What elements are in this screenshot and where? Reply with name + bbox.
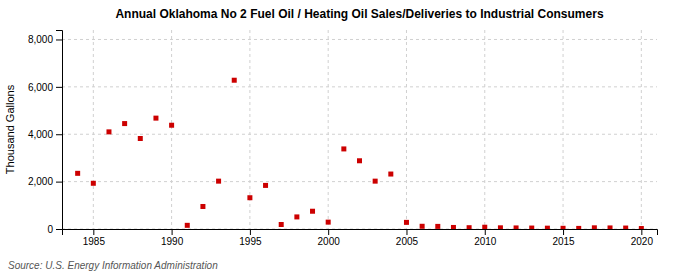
grid-line-x <box>484 30 485 229</box>
tick: 4,000 <box>28 129 62 140</box>
point <box>122 121 127 126</box>
tick-label: 2020 <box>631 236 654 247</box>
point <box>514 225 519 229</box>
tick: 0 <box>47 224 62 235</box>
grid-line-x <box>93 30 94 229</box>
point <box>263 183 268 188</box>
tick: 2005 <box>396 229 419 247</box>
x-axis: 1985 1990 1995 2000 2005 2010 2015 2020 <box>63 229 658 247</box>
tick-label: 1985 <box>83 236 106 247</box>
tick-label: 1995 <box>239 236 262 247</box>
tick-label: 6,000 <box>28 82 53 93</box>
grid-line-x <box>328 30 329 229</box>
tick-mark <box>93 229 94 235</box>
point <box>435 224 440 229</box>
point <box>529 226 534 229</box>
tick-mark <box>172 229 173 235</box>
grid-line-x <box>406 30 407 229</box>
grid-line-y <box>62 39 657 40</box>
point <box>388 172 393 177</box>
point <box>420 224 425 229</box>
grid-line-y <box>62 134 657 135</box>
tick-label: 2000 <box>318 236 341 247</box>
point <box>106 129 111 134</box>
point <box>545 226 550 229</box>
point <box>498 225 503 229</box>
tick-mark <box>250 229 251 235</box>
tick: 2010 <box>474 229 497 247</box>
point <box>341 146 346 151</box>
tick-mark <box>56 182 62 183</box>
tick-mark <box>406 229 407 235</box>
grid-line-x <box>641 30 642 229</box>
point <box>451 225 456 229</box>
point <box>200 204 205 209</box>
point <box>232 78 237 83</box>
point <box>153 116 158 121</box>
point <box>373 179 378 184</box>
point <box>310 209 315 214</box>
point <box>138 136 143 141</box>
point <box>576 226 581 229</box>
tick: 1985 <box>83 229 106 247</box>
point <box>169 123 174 128</box>
tick-label: 0 <box>47 224 53 235</box>
axis-line <box>56 31 63 230</box>
point <box>608 225 613 229</box>
point <box>91 181 96 186</box>
y-axis: 0 2,000 4,000 6,000 8,000 <box>28 31 63 235</box>
tick-label: 2,000 <box>28 176 53 187</box>
tick: 2,000 <box>28 176 62 187</box>
plot-area: 1985 1990 1995 2000 2005 2010 2015 2020 0 2,000 4,… <box>28 30 658 247</box>
grid-line-x <box>563 30 564 229</box>
point <box>247 195 252 200</box>
tick-label: 4,000 <box>28 129 53 140</box>
tick-mark <box>56 134 62 135</box>
tick-mark <box>485 229 486 235</box>
tick-mark <box>641 229 642 235</box>
tick: 6,000 <box>28 82 62 93</box>
tick: 2000 <box>318 229 341 247</box>
point <box>357 158 362 163</box>
tick-mark <box>328 229 329 235</box>
tick-label: 1990 <box>161 236 184 247</box>
point <box>592 225 597 229</box>
point <box>75 171 80 176</box>
tick: 2015 <box>552 229 575 247</box>
point <box>482 225 487 229</box>
y-axis-title: Thousand Gallons <box>4 84 16 174</box>
tick-mark <box>563 229 564 235</box>
tick-label: 8,000 <box>28 34 53 45</box>
annotation: Source: U.S. Energy Information Administ… <box>8 260 218 271</box>
tick-mark <box>56 39 62 40</box>
chart-svg: 1985 1990 1995 2000 2005 2010 2015 2020 0 2,000 4,… <box>0 0 675 275</box>
point <box>185 223 190 228</box>
point <box>639 226 644 229</box>
grid-line-y <box>62 181 657 182</box>
tick-label: 2015 <box>552 236 575 247</box>
tick-mark <box>56 229 62 230</box>
grid-line-y <box>62 86 657 87</box>
point <box>216 179 221 184</box>
point <box>404 220 409 225</box>
point <box>561 226 566 229</box>
tick: 8,000 <box>28 34 62 45</box>
title: Annual Oklahoma No 2 Fuel Oil / Heating … <box>115 7 603 21</box>
points <box>75 78 644 229</box>
tick: 1995 <box>239 229 262 247</box>
tick: 1990 <box>161 229 184 247</box>
axis-line <box>63 230 658 236</box>
point <box>467 225 472 229</box>
grid-line-x <box>171 30 172 229</box>
tick-label: 2010 <box>474 236 497 247</box>
tick: 2020 <box>631 229 654 247</box>
grid <box>62 30 657 229</box>
point <box>294 214 299 219</box>
point <box>326 220 331 225</box>
point <box>623 226 628 229</box>
point <box>279 222 284 227</box>
tick-mark <box>56 87 62 88</box>
tick-label: 2005 <box>396 236 419 247</box>
